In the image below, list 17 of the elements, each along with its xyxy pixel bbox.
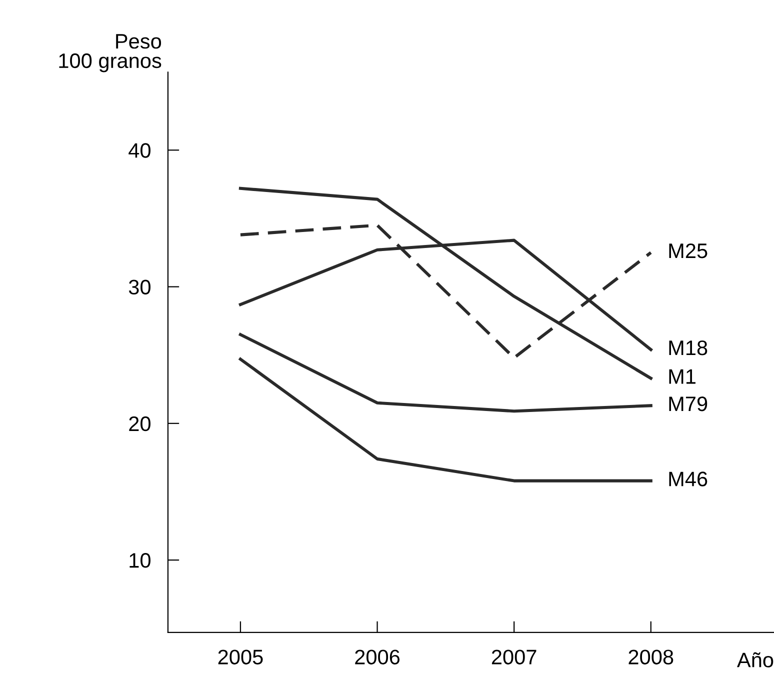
x-tick-label: 2005 [218, 650, 263, 664]
series-label: M25 [669, 243, 708, 258]
series-label: M46 [669, 472, 708, 486]
x-tick-label: 2006 [355, 650, 400, 664]
x-tick-label: 2007 [492, 650, 536, 664]
x-tick-label: 2008 [628, 650, 674, 664]
y-tick-label: 10 [130, 553, 150, 568]
line-series [238, 186, 652, 380]
series-label: M1 [669, 369, 696, 384]
line-series [238, 333, 652, 413]
series-label: M18 [669, 340, 708, 356]
y-tick-label: 30 [128, 280, 150, 295]
x-axis-title: Año [736, 652, 774, 668]
y-tick-label: 20 [129, 416, 150, 432]
y-tick-label: 40 [128, 143, 150, 158]
series-label: M79 [669, 396, 708, 412]
y-axis-title: Peso 100 granos [59, 34, 162, 72]
